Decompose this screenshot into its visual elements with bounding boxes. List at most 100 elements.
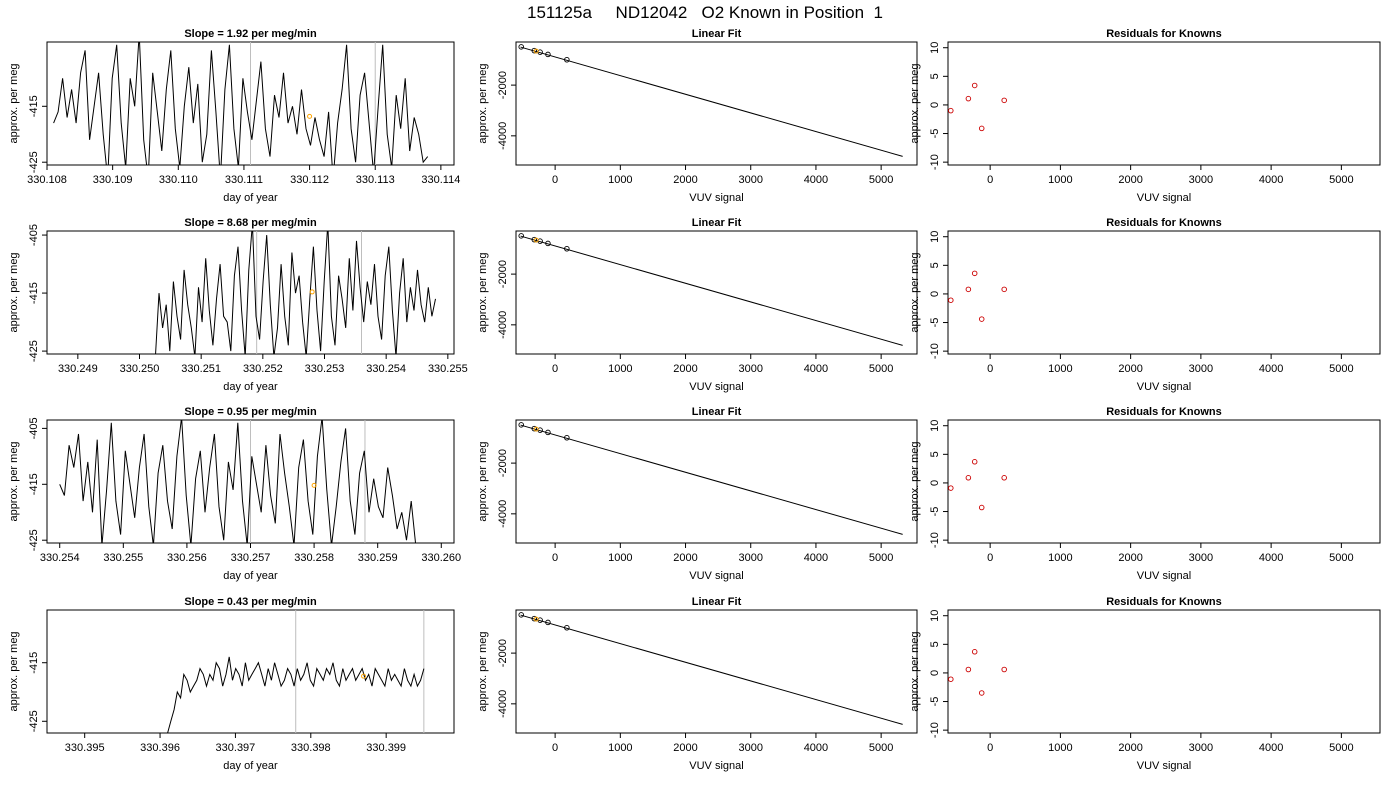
chart-9-x-tick-label: 330.399 bbox=[366, 742, 406, 754]
chart-1-title: Linear Fit bbox=[692, 28, 742, 40]
chart-10-data-point bbox=[564, 625, 570, 631]
chart-9-x-axis-label: day of year bbox=[223, 760, 278, 772]
chart-11-residuals-panel: Residuals for Knowns 0 1000 2000 3000 4000 500… bbox=[909, 596, 1381, 772]
chart-9-time-panel: Slope = 0.43 per meg/min 330.395 330.396 33… bbox=[8, 596, 455, 772]
chart-5-y-tick-label: 5 bbox=[929, 262, 941, 268]
chart-6-x-axis-label: day of year bbox=[223, 570, 278, 582]
chart-0-y-axis-label: approx. per meg bbox=[8, 63, 20, 143]
chart-3-x-tick-label: 330.249 bbox=[58, 363, 98, 375]
chart-5-data-point bbox=[1001, 286, 1007, 293]
chart-4-title: Linear Fit bbox=[692, 217, 742, 229]
chart-11-data-point bbox=[948, 676, 954, 682]
chart-2-data-point bbox=[965, 95, 972, 102]
chart-3-x-tick-label: 330.250 bbox=[120, 363, 160, 375]
chart-10-x-tick-label: 5000 bbox=[869, 742, 893, 754]
chart-2-y-tick-label: 5 bbox=[929, 73, 941, 79]
chart-3-x-tick-label: 330.251 bbox=[181, 363, 221, 375]
chart-4-data-point bbox=[545, 240, 551, 247]
chart-1-data-point bbox=[518, 44, 524, 50]
chart-4-x-tick-label: 5000 bbox=[869, 363, 893, 375]
chart-11-plot-frame bbox=[947, 609, 1381, 734]
chart-4-x-tick-label: 3000 bbox=[738, 363, 762, 375]
chart-4-data-point bbox=[518, 233, 524, 239]
chart-9-series-line bbox=[167, 656, 425, 733]
chart-11-x-tick-label: 1000 bbox=[1048, 742, 1072, 754]
chart-5-data-point bbox=[948, 297, 954, 303]
chart-11-y-tick-label: -5 bbox=[929, 697, 941, 707]
chart-3-x-tick-label: 330.253 bbox=[305, 363, 345, 375]
chart-3-time-panel: Slope = 8.68 per meg/min 330.249 330.250 33… bbox=[8, 217, 468, 393]
chart-0-y-tick-label: -415 bbox=[28, 95, 40, 117]
chart-1-fit-line bbox=[520, 46, 903, 157]
chart-1-data-area bbox=[518, 44, 903, 157]
chart-11-title: Residuals for Knowns bbox=[1106, 596, 1222, 608]
chart-7-highlight-point bbox=[533, 426, 539, 432]
chart-0-highlight-point bbox=[307, 113, 313, 119]
chart-10-fit-panel: Linear Fit 0 1000 2000 3000 4000 5000 -2000 -400… bbox=[477, 596, 918, 772]
chart-7-x-tick-label: 3000 bbox=[738, 552, 762, 564]
chart-8-y-tick-label: 0 bbox=[929, 480, 941, 486]
chart-11-x-tick-label: 0 bbox=[987, 742, 993, 754]
chart-1-highlight-point bbox=[533, 48, 539, 54]
chart-2-x-tick-label: 0 bbox=[987, 174, 993, 186]
chart-11-data-point bbox=[978, 690, 985, 696]
chart-7-x-tick-label: 2000 bbox=[673, 552, 697, 564]
chart-1-x-tick-label: 4000 bbox=[804, 174, 828, 186]
chart-1-fit-panel: Linear Fit 0 1000 2000 3000 4000 5000 -2000 -400… bbox=[477, 28, 918, 204]
chart-5-x-tick-label: 5000 bbox=[1329, 363, 1353, 375]
chart-7-x-tick-label: 0 bbox=[552, 552, 558, 564]
chart-6-y-axis-label: approx. per meg bbox=[8, 441, 20, 521]
chart-2-x-tick-label: 3000 bbox=[1189, 174, 1213, 186]
chart-11-y-tick-label: -10 bbox=[929, 722, 941, 738]
chart-11-x-tick-label: 5000 bbox=[1329, 742, 1353, 754]
chart-7-y-axis-label: approx. per meg bbox=[477, 441, 489, 521]
chart-9-x-tick-label: 330.396 bbox=[140, 742, 180, 754]
chart-0-x-tick-label: 330.113 bbox=[356, 174, 395, 186]
chart-0-x-tick-label: 330.110 bbox=[159, 174, 198, 186]
chart-3-title: Slope = 8.68 per meg/min bbox=[184, 217, 317, 229]
chart-8-data-area bbox=[948, 459, 1007, 511]
chart-5-x-axis-label: VUV signal bbox=[1137, 381, 1191, 393]
chart-7-data-point bbox=[531, 425, 538, 432]
chart-5-x-tick-label: 2000 bbox=[1118, 363, 1142, 375]
chart-6-time-panel: Slope = 0.95 per meg/min 330.254 330.255 33… bbox=[8, 406, 461, 582]
chart-10-data-point bbox=[545, 619, 551, 626]
chart-6-title: Slope = 0.95 per meg/min bbox=[184, 406, 317, 418]
chart-10-y-axis-label: approx. per meg bbox=[477, 631, 489, 711]
chart-5-x-tick-label: 4000 bbox=[1259, 363, 1283, 375]
chart-11-data-point bbox=[1001, 666, 1007, 673]
chart-8-title: Residuals for Knowns bbox=[1106, 406, 1222, 418]
chart-2-y-tick-label: 10 bbox=[929, 42, 941, 54]
chart-0-x-tick-label: 330.109 bbox=[93, 174, 133, 186]
chart-5-x-tick-label: 1000 bbox=[1048, 363, 1072, 375]
chart-6-x-tick-label: 330.257 bbox=[231, 552, 271, 564]
chart-8-data-point bbox=[1001, 475, 1007, 481]
chart-1-data-point bbox=[564, 57, 570, 63]
chart-11-x-tick-label: 2000 bbox=[1118, 742, 1142, 754]
chart-8-x-axis-label: VUV signal bbox=[1137, 570, 1191, 582]
chart-7-x-axis-label: VUV signal bbox=[689, 570, 743, 582]
chart-9-plot-frame bbox=[46, 609, 455, 734]
chart-10-x-tick-label: 0 bbox=[552, 742, 558, 754]
chart-4-x-tick-label: 0 bbox=[552, 363, 558, 375]
chart-10-plot-frame bbox=[515, 609, 918, 734]
chart-10-y-tick-label: -2000 bbox=[497, 639, 509, 667]
chart-11-y-tick-label: 0 bbox=[929, 670, 941, 676]
chart-7-y-tick-label: -2000 bbox=[497, 449, 509, 477]
chart-10-x-tick-label: 2000 bbox=[673, 742, 697, 754]
chart-10-fit-line bbox=[520, 614, 903, 725]
chart-1-x-tick-label: 0 bbox=[552, 174, 558, 186]
chart-2-plot-frame bbox=[947, 41, 1381, 166]
chart-5-x-tick-label: 0 bbox=[987, 363, 993, 375]
chart-7-data-point bbox=[564, 435, 570, 441]
chart-6-x-tick-label: 330.256 bbox=[167, 552, 207, 564]
chart-3-data-area bbox=[155, 231, 436, 354]
chart-4-fit-line bbox=[520, 235, 903, 346]
chart-10-data-point bbox=[531, 615, 538, 622]
chart-11-x-axis-label: VUV signal bbox=[1137, 760, 1191, 772]
chart-8-x-tick-label: 5000 bbox=[1329, 552, 1353, 564]
chart-1-plot-frame bbox=[515, 41, 918, 166]
chart-11-x-tick-label: 4000 bbox=[1259, 742, 1283, 754]
chart-7-data-point bbox=[545, 429, 551, 436]
chart-11-y-axis-label: approx. per meg bbox=[909, 631, 921, 711]
